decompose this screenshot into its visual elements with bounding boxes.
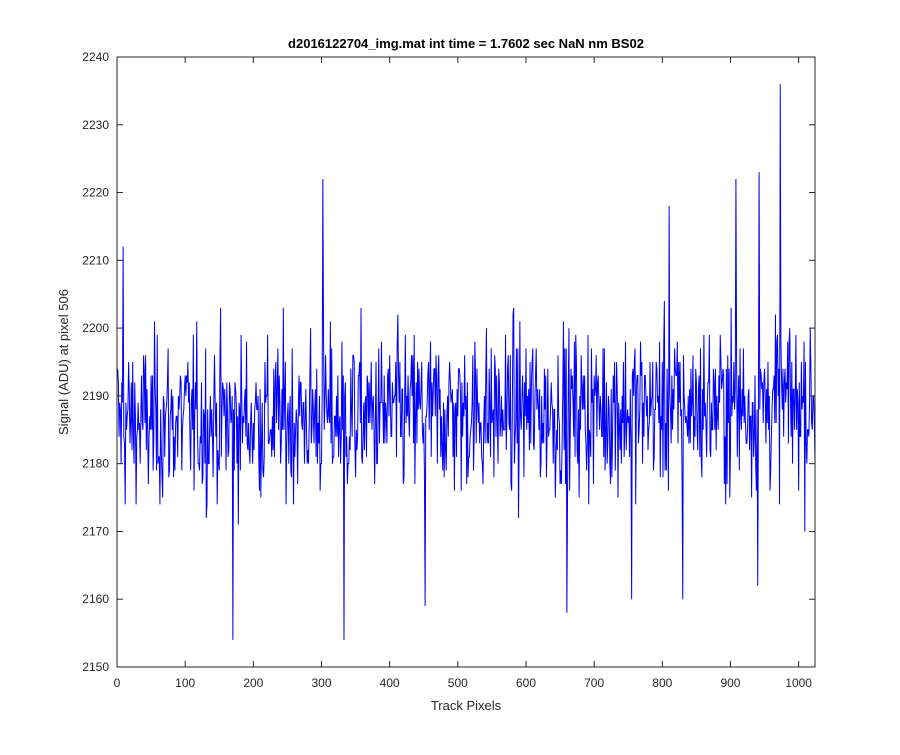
x-tick-label: 400 bbox=[380, 676, 400, 690]
series-layer bbox=[117, 84, 816, 640]
y-tick-label: 2160 bbox=[82, 592, 109, 606]
x-tick-label: 500 bbox=[448, 676, 468, 690]
x-tick-label: 300 bbox=[311, 676, 331, 690]
y-tick-label: 2150 bbox=[82, 660, 109, 674]
y-tick-label: 2230 bbox=[82, 118, 109, 132]
y-tick-label: 2190 bbox=[82, 389, 109, 403]
x-tick-label: 200 bbox=[243, 676, 263, 690]
y-tick-label: 2240 bbox=[82, 50, 109, 64]
y-ticks: 2150 2160 2170 2180 2190 2200 2210 2220 2230 2240 bbox=[82, 50, 815, 674]
y-tick-label: 2210 bbox=[82, 253, 109, 267]
y-axis-label: Signal (ADU) at pixel 506 bbox=[56, 289, 71, 435]
plot-area bbox=[117, 57, 815, 667]
y-tick-label: 2180 bbox=[82, 457, 109, 471]
chart-title: d2016122704_img.mat int time = 1.7602 se… bbox=[288, 36, 644, 51]
x-tick-label: 600 bbox=[516, 676, 536, 690]
y-tick-label: 2170 bbox=[82, 524, 109, 538]
x-ticks: 0 100 200 300 400 500 600 700 800 900 1000 bbox=[114, 57, 812, 690]
x-tick-label: 800 bbox=[652, 676, 672, 690]
x-tick-label: 0 bbox=[114, 676, 121, 690]
x-axis-label: Track Pixels bbox=[431, 698, 502, 713]
signal-series-line bbox=[117, 84, 816, 640]
y-tick-label: 2200 bbox=[82, 321, 109, 335]
x-tick-label: 100 bbox=[175, 676, 195, 690]
x-tick-label: 700 bbox=[584, 676, 604, 690]
axes-box bbox=[116, 56, 816, 668]
y-tick-label: 2220 bbox=[82, 186, 109, 200]
x-tick-label: 1000 bbox=[785, 676, 812, 690]
x-tick-label: 900 bbox=[720, 676, 740, 690]
